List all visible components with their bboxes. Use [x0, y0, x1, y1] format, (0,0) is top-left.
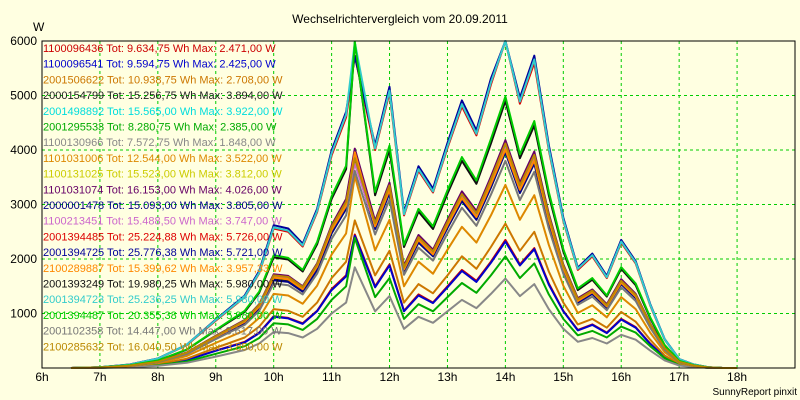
legend-entry-1100130966: 1100130966 Tot: 7.572,75 Wh Max: 1.848,0…	[43, 137, 276, 149]
y-tick-label: 2000	[10, 252, 37, 266]
legend-entry-2001394725: 2001394725 Tot: 25.776,38 Wh Max: 5.721,…	[43, 247, 283, 259]
legend-entry-2001506622: 2001506622 Tot: 10.938,75 Wh Max: 2.708,…	[43, 74, 283, 86]
series-line-2001295533	[70, 237, 738, 369]
x-axis-ticks: 6h 7h 8h 9h 10h 11h 12h 13h 14h 15h 16h 17h 18h	[35, 370, 747, 384]
legend-entry-1100096541: 1100096541 Tot: 9.594,75 Wh Max: 2.425,0…	[43, 59, 276, 71]
x-tick-label: 11h	[322, 370, 341, 384]
x-tick-label: 14h	[495, 370, 515, 384]
x-tick-label: 15h	[553, 370, 573, 384]
y-axis-unit-label: W	[33, 20, 45, 34]
series-line-2001506622	[70, 219, 738, 369]
series-line-1100130966	[70, 266, 738, 369]
legend-entry-2001393249: 2001393249 Tot: 19.980,25 Wh Max: 5.980,…	[43, 279, 283, 291]
legend-entry-2001102358: 2001102358 Tot: 14.447,00 Wh Max: 3.617,…	[43, 326, 282, 338]
x-tick-label: 6h	[35, 370, 48, 384]
y-axis-ticks: 1000 2000 3000 4000 5000 6000	[10, 34, 37, 321]
legend-entry-2001295533: 2001295533 Tot: 8.280,75 Wh Max: 2.385,0…	[43, 122, 277, 134]
series-line-2001394487	[70, 41, 738, 369]
x-tick-label: 10h	[264, 370, 284, 384]
y-tick-label: 6000	[10, 34, 37, 48]
legend-entry-2000001478: 2000001478 Tot: 15.093,00 Wh Max: 3.805,…	[43, 200, 283, 212]
plot-border	[41, 40, 796, 369]
y-tick-label: 1000	[10, 307, 37, 321]
series-line-2001102358	[70, 159, 738, 369]
series-line-1100096541	[70, 234, 738, 369]
x-tick-label: 17h	[669, 370, 689, 384]
series-line-2001394723	[70, 40, 738, 369]
y-tick-label: 3000	[10, 198, 37, 212]
x-tick-label: 8h	[151, 370, 164, 384]
x-tick-label: 7h	[93, 370, 106, 384]
legend-entry-1100131025: 1100131025 Tot: 15.523,00 Wh Max: 3.812,…	[43, 169, 282, 181]
legend-entry-1101031006: 1101031006 Tot: 12.544,00 Wh Max: 3.522,…	[43, 153, 282, 165]
x-tick-label: 9h	[209, 370, 222, 384]
legend-entry-1100096436: 1100096436 Tot: 9.634,75 Wh Max: 2.471,0…	[43, 43, 276, 55]
plot-area	[42, 41, 795, 368]
legend-entry-2100285632: 2100285632 Tot: 16.040,50 Wh Max: 3.850,…	[43, 341, 283, 353]
credit-text: SunnyReport pinxit	[713, 387, 798, 398]
legend: 1100096436 Tot: 9.634,75 Wh Max: 2.471,0…	[43, 43, 283, 353]
legend-entry-1101031074: 1101031074 Tot: 16.153,00 Wh Max: 4.026,…	[43, 184, 282, 196]
x-tick-label: 12h	[380, 370, 400, 384]
legend-entry-2100289887: 2100289887 Tot: 15.399,62 Wh Max: 3.957,…	[43, 263, 283, 275]
legend-entry-2001498892: 2001498892 Tot: 15.565,00 Wh Max: 3.922,…	[43, 106, 283, 118]
legend-entry-2001394487: 2001394487 Tot: 20.355,38 Wh Max: 5.980,…	[43, 310, 283, 322]
chart-title: Wechselrichtervergleich vom 20.09.2011	[292, 12, 508, 26]
x-tick-label: 13h	[437, 370, 457, 384]
series-line-2100285632	[70, 142, 738, 369]
x-tick-label: 18h	[727, 370, 747, 384]
y-tick-label: 4000	[10, 143, 37, 157]
y-tick-label: 5000	[10, 89, 37, 103]
x-tick-label: 16h	[611, 370, 631, 384]
legend-entry-2001394485: 2001394485 Tot: 25.224,88 Wh Max: 5.726,…	[43, 231, 283, 243]
series-lines	[70, 40, 738, 369]
series-line-1101031006	[70, 175, 738, 369]
legend-entry-1100213451: 1100213451 Tot: 15.488,50 Wh Max: 3.747,…	[43, 216, 282, 228]
legend-entry-2001394723: 2001394723 Tot: 25.236,25 Wh Max: 5.980,…	[43, 294, 283, 306]
legend-entry-2000154799: 2000154799 Tot: 15.256,75 Wh Max: 3.894,…	[43, 90, 283, 102]
